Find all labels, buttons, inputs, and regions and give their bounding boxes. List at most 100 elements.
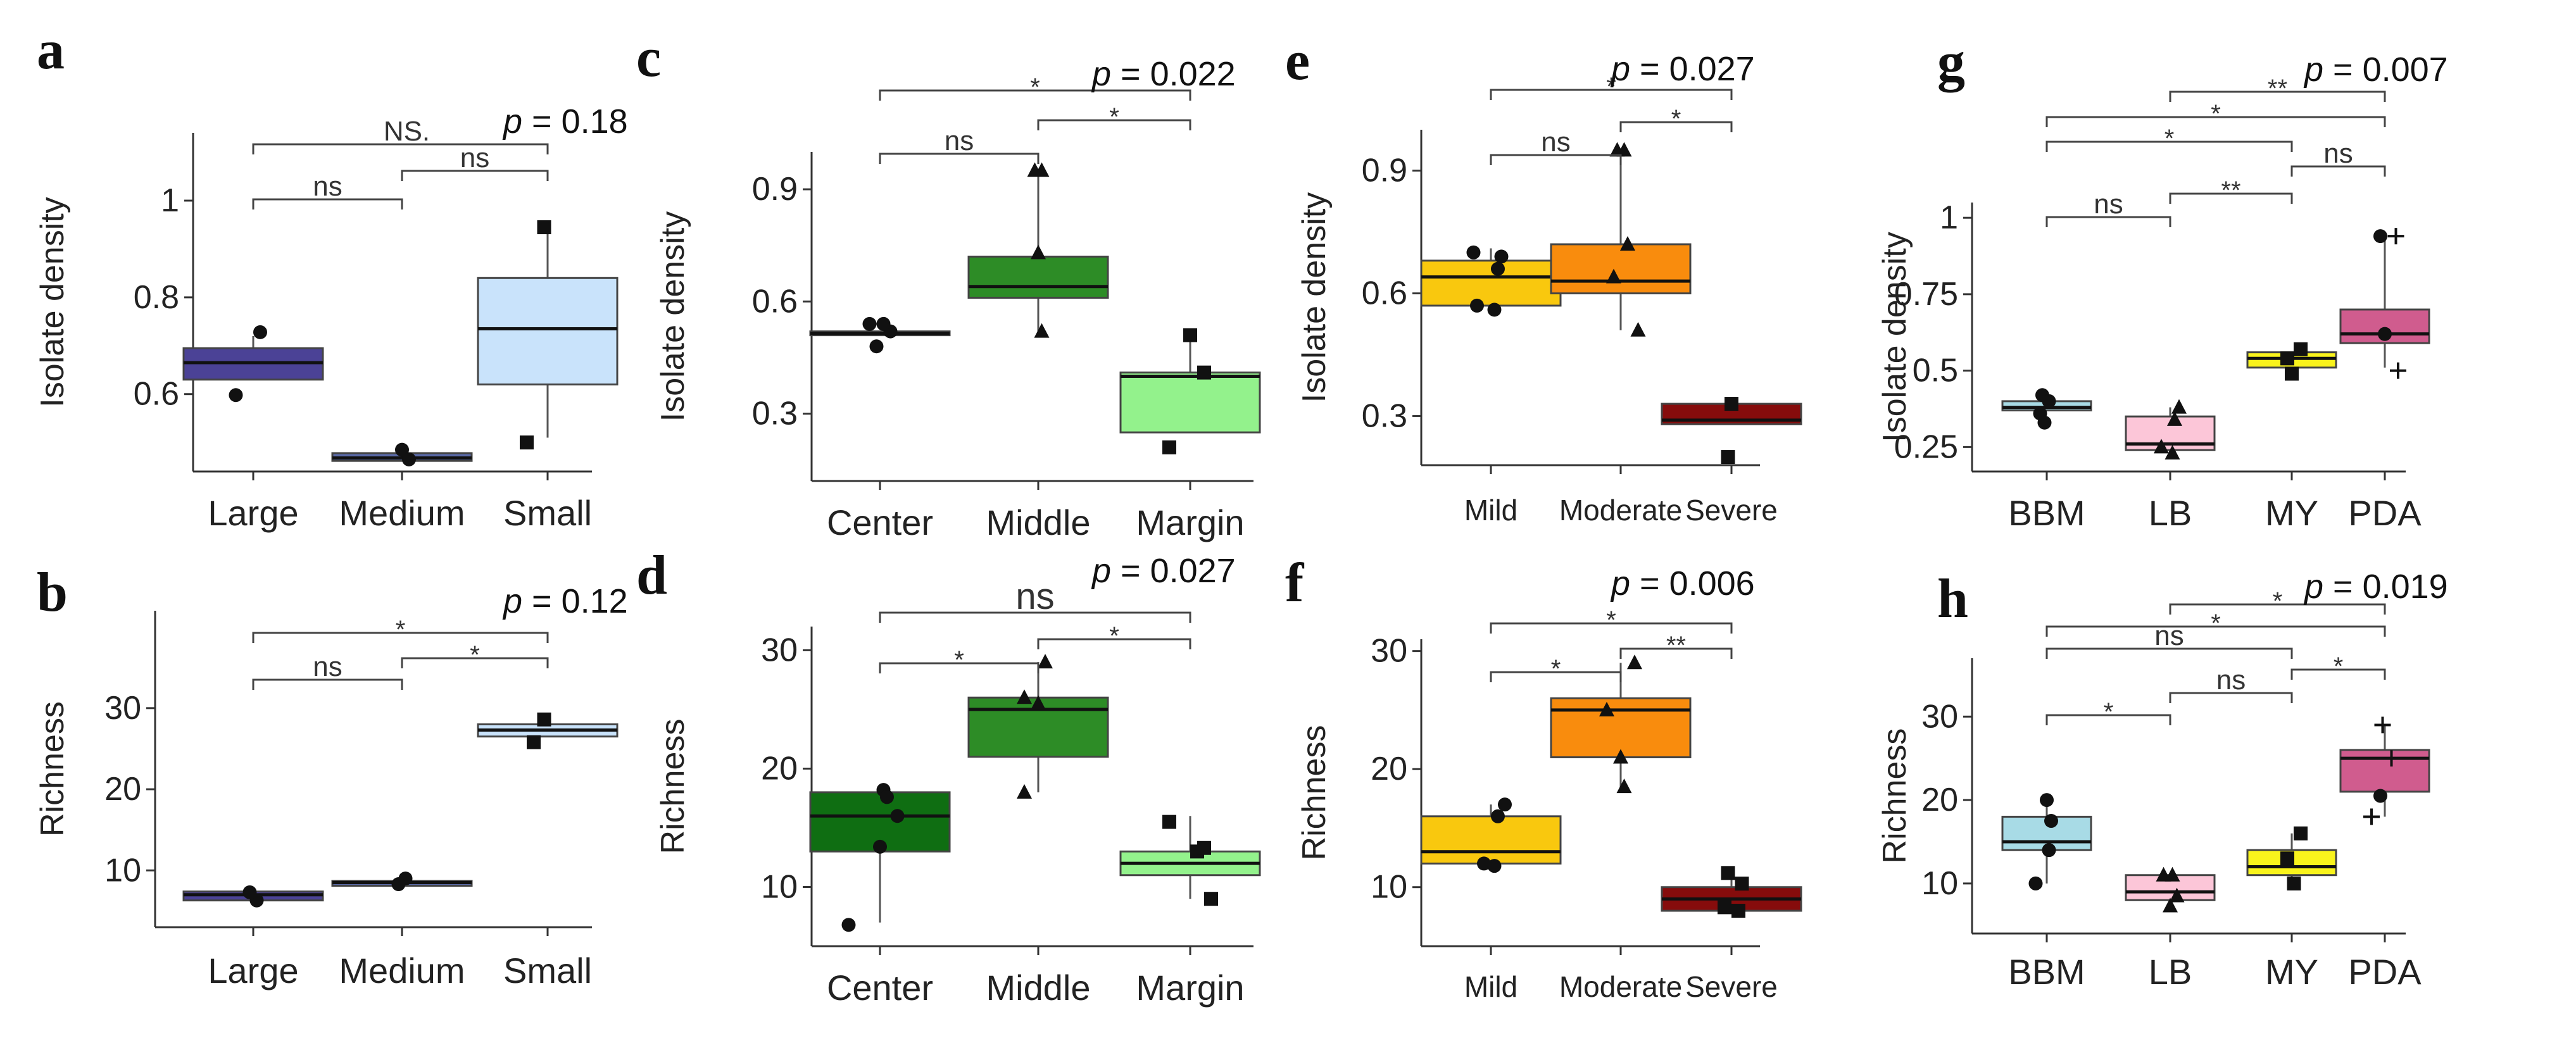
data-point bbox=[1735, 877, 1749, 891]
y-tick-label: 0.8 bbox=[134, 279, 179, 316]
data-point bbox=[1034, 323, 1050, 338]
data-point bbox=[873, 839, 887, 854]
significance-bracket bbox=[252, 678, 403, 690]
significance-bracket bbox=[2045, 625, 2386, 637]
data-point bbox=[1038, 654, 1053, 669]
significance-bracket bbox=[1490, 671, 1622, 682]
data-point bbox=[1487, 859, 1502, 873]
p-symbol: p bbox=[2303, 568, 2333, 606]
data-point bbox=[841, 918, 856, 932]
data-point bbox=[890, 809, 905, 823]
p-value-text: = 0.019 bbox=[2333, 568, 2448, 606]
data-point bbox=[2285, 366, 2299, 381]
x-tick-label: MY bbox=[2265, 493, 2318, 533]
significance-label: * bbox=[1109, 103, 1119, 131]
y-tick-label: 0.3 bbox=[1362, 397, 1407, 434]
box-moderate bbox=[1550, 697, 1692, 759]
x-tick-label: Medium bbox=[339, 493, 465, 533]
data-point bbox=[2169, 887, 2185, 903]
significance-bracket bbox=[401, 657, 549, 668]
significance-label: ns bbox=[2094, 189, 2123, 220]
significance-label: ns bbox=[1541, 127, 1570, 158]
significance-label: * bbox=[1109, 622, 1119, 650]
significance-label: * bbox=[2164, 125, 2175, 153]
y-tick-label: 20 bbox=[104, 771, 141, 808]
data-point bbox=[1034, 162, 1050, 177]
data-point bbox=[537, 220, 551, 235]
data-point bbox=[1606, 268, 1621, 284]
data-point bbox=[2028, 876, 2043, 890]
data-point bbox=[1183, 328, 1197, 342]
data-point bbox=[862, 316, 877, 331]
data-point bbox=[1162, 815, 1176, 829]
significance-bracket bbox=[252, 198, 403, 209]
y-tick-label: 20 bbox=[761, 750, 798, 787]
significance-bracket bbox=[2045, 141, 2293, 152]
x-tick-label: BBM bbox=[2008, 952, 2085, 992]
p-symbol: p bbox=[502, 103, 532, 141]
x-tick-label: Medium bbox=[339, 951, 465, 990]
significance-label: * bbox=[2211, 609, 2221, 637]
y-tick-label: 0.9 bbox=[752, 171, 798, 208]
significance-label: * bbox=[954, 646, 964, 674]
p-value: p = 0.027 bbox=[1091, 552, 1236, 590]
p-symbol: p bbox=[2303, 51, 2333, 89]
data-point bbox=[2373, 229, 2387, 244]
data-point bbox=[2044, 814, 2058, 828]
significance-label: * bbox=[1671, 105, 1681, 133]
significance-label: ns bbox=[945, 125, 974, 156]
data-point bbox=[2280, 351, 2294, 366]
panel-g: g 0.25 0.5 0.75 1 Isolate density BBM LB MY PDA ns… bbox=[1876, 32, 2448, 533]
p-symbol: p bbox=[1091, 552, 1121, 590]
y-tick-label: 0.6 bbox=[134, 376, 179, 413]
x-tick-label: Large bbox=[208, 951, 298, 990]
data-point bbox=[402, 452, 416, 466]
data-point bbox=[1718, 900, 1731, 915]
significance-bracket bbox=[2045, 116, 2386, 127]
panel-b: b 10 20 30 Richness Large Medium Small ns * * p = 0… bbox=[34, 562, 628, 990]
data-point bbox=[2294, 342, 2308, 356]
significance-bracket bbox=[2169, 603, 2386, 615]
significance-bracket bbox=[1037, 638, 1191, 649]
y-axis-label: Richness bbox=[1296, 725, 1333, 861]
data-point bbox=[2154, 439, 2169, 454]
significance-label: ns bbox=[313, 651, 342, 682]
x-tick-label: Severe bbox=[1685, 970, 1778, 1003]
data-point bbox=[1630, 322, 1646, 337]
data-point bbox=[253, 325, 267, 339]
data-point bbox=[2287, 876, 2301, 890]
significance-bracket bbox=[1490, 89, 1733, 100]
y-tick-label: 0.6 bbox=[752, 283, 798, 320]
data-point bbox=[391, 877, 406, 892]
significance-bracket bbox=[252, 632, 549, 643]
significance-bracket bbox=[1037, 119, 1191, 130]
data-point bbox=[2294, 826, 2308, 840]
data-point bbox=[520, 435, 534, 450]
box-middle bbox=[967, 255, 1109, 299]
y-axis-label: Isolate density bbox=[34, 197, 71, 407]
panel-letter: h bbox=[1937, 568, 1968, 630]
x-tick-label: Small bbox=[503, 951, 592, 990]
x-tick-label: LB bbox=[2149, 493, 2192, 533]
x-tick-label: Mild bbox=[1464, 494, 1517, 527]
data-point bbox=[2164, 866, 2180, 882]
panel-letter: g bbox=[1937, 32, 1965, 93]
y-axis-label: Richness bbox=[1876, 728, 1913, 864]
x-tick-label: Small bbox=[503, 493, 592, 533]
x-tick-label: Moderate bbox=[1559, 494, 1682, 527]
data-point bbox=[1487, 303, 1502, 317]
y-tick-label: 30 bbox=[104, 690, 141, 727]
data-point bbox=[2167, 411, 2182, 426]
significance-bracket bbox=[1619, 121, 1733, 132]
significance-bracket bbox=[1490, 154, 1622, 165]
significance-bracket bbox=[2045, 647, 2293, 659]
significance-label: * bbox=[2104, 698, 2114, 726]
y-tick-label: 1 bbox=[161, 182, 179, 219]
significance-label: * bbox=[1551, 655, 1561, 683]
p-value: p = 0.027 bbox=[1610, 50, 1755, 88]
y-tick-label: 20 bbox=[1371, 751, 1407, 787]
x-tick-label: Center bbox=[827, 968, 933, 1008]
significance-label: NS. bbox=[384, 116, 430, 147]
